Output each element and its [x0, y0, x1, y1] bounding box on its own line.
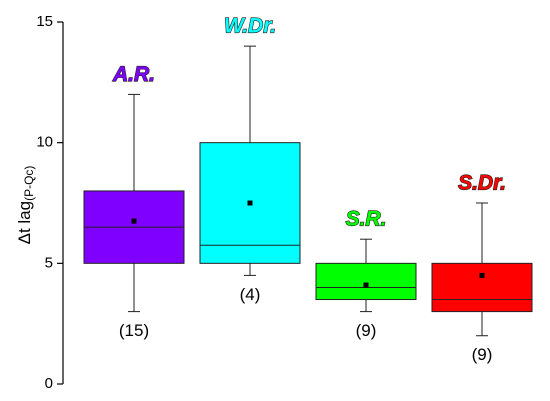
mean-marker [131, 218, 137, 224]
count-label: (9) [472, 345, 493, 364]
box [431, 262, 533, 313]
y-tick-label: 0 [45, 375, 53, 392]
box [315, 262, 417, 301]
group-label: S.Dr. [458, 172, 506, 195]
y-tick-label: 5 [45, 254, 53, 271]
y-label-main: Δt lag [15, 201, 34, 245]
group-label: W.Dr. [224, 15, 276, 38]
count-label: (15) [119, 321, 149, 340]
mean-marker [479, 272, 485, 278]
mean-marker [247, 200, 253, 206]
group-label: A.R. [112, 63, 155, 86]
mean-marker [363, 282, 369, 288]
y-tick-label: 10 [36, 134, 53, 151]
count-label: (4) [240, 285, 261, 304]
group-label: S.R. [346, 208, 387, 231]
y-tick-label: 15 [36, 13, 53, 30]
y-label-subscript: (P-Qc) [22, 166, 36, 201]
y-axis-label: Δt lag(P-Qc) [15, 166, 36, 245]
count-label: (9) [356, 321, 377, 340]
